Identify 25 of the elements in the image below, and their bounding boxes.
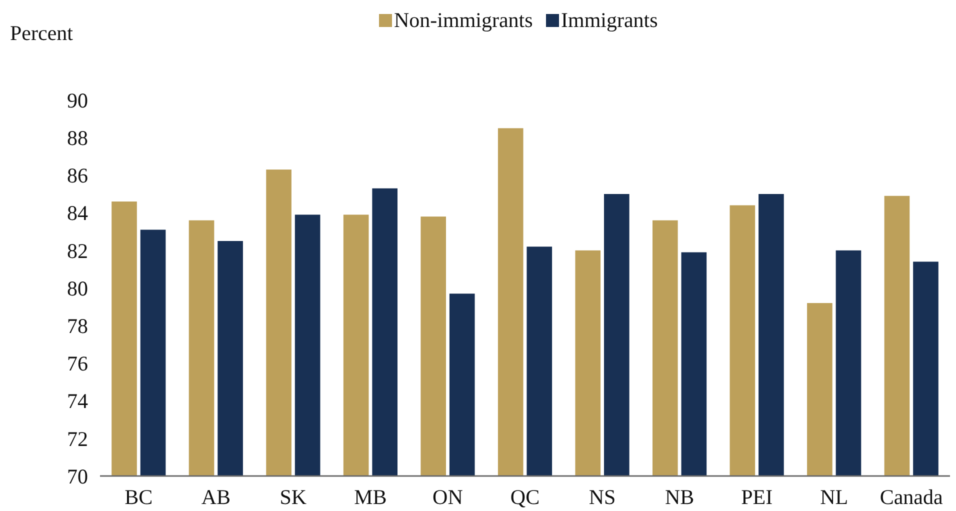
- y-tick-label: 84: [67, 201, 88, 226]
- x-tick-label: MB: [354, 485, 387, 509]
- x-tick-label: Canada: [880, 485, 944, 509]
- y-tick-label: 78: [67, 314, 88, 338]
- y-tick-label: 70: [67, 464, 88, 488]
- x-tick-label: NB: [664, 485, 694, 509]
- x-tick-label: ON: [432, 485, 463, 509]
- x-tick-label: NS: [588, 485, 616, 509]
- y-tick-label: 86: [67, 164, 88, 188]
- x-tick-label: QC: [510, 485, 540, 509]
- y-tick-label: 82: [67, 238, 88, 263]
- x-tick-label: BC: [124, 485, 153, 509]
- y-tick-label: 90: [67, 88, 88, 112]
- y-tick-label: 74: [67, 389, 88, 414]
- y-axis-title: Percent: [10, 21, 74, 45]
- y-tick-label: 80: [67, 276, 88, 300]
- x-tick-label: PEI: [741, 485, 773, 509]
- x-tick-label: SK: [280, 485, 307, 509]
- x-tick-label: AB: [201, 485, 231, 509]
- y-tick-label: 72: [67, 426, 88, 451]
- x-tick-label: NL: [820, 485, 848, 509]
- legend-label: Immigrants: [561, 8, 658, 32]
- legend-label: Non-immigrants: [394, 8, 533, 32]
- y-tick-label: 88: [67, 126, 88, 150]
- y-tick-label: 76: [67, 352, 88, 376]
